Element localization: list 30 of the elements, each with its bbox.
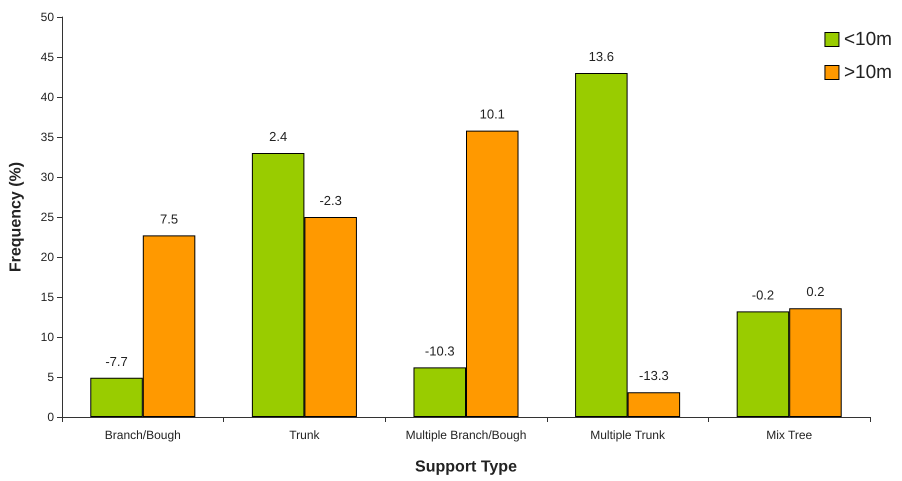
x-axis-title: Support Type [415, 458, 518, 476]
annotation: 13.6 [588, 49, 614, 64]
y-tick-label: 20 [40, 250, 54, 264]
annotation: -13.3 [639, 368, 669, 384]
x-tick-label: Trunk [289, 428, 321, 442]
y-tick-label: 15 [40, 290, 54, 304]
y-tick-label: 5 [47, 370, 54, 384]
x-tick-label: Branch/Bough [104, 428, 181, 442]
annotation: 10.1 [480, 106, 505, 122]
y-tick-label: 25 [40, 210, 54, 224]
annotation: -2.3 [319, 193, 342, 208]
x-tick-label: Multiple Trunk [590, 428, 666, 442]
annotation: 2.4 [269, 129, 288, 144]
y-tick-label: 30 [40, 170, 54, 184]
y-tick-label: 35 [40, 130, 54, 144]
legend-label: <10m [844, 29, 892, 50]
x-tick-label: Mix Tree [766, 428, 813, 442]
annotation: -7.7 [105, 354, 128, 369]
annotation: -0.2 [752, 287, 774, 302]
annotation: 7.5 [160, 211, 178, 226]
x-tick-label: Multiple Branch/Bough [406, 428, 526, 442]
y-tick-label: 10 [40, 330, 54, 344]
annotation: 0.2 [806, 284, 824, 300]
y-tick-label: 45 [40, 50, 54, 64]
y-axis-title: Frequency (%) [8, 162, 24, 272]
y-tick-label: 40 [40, 90, 54, 104]
legend-label: >10m [844, 62, 892, 83]
annotation: -10.3 [424, 343, 455, 358]
y-tick-label: 0 [47, 410, 54, 424]
y-tick-label: 50 [40, 10, 54, 24]
